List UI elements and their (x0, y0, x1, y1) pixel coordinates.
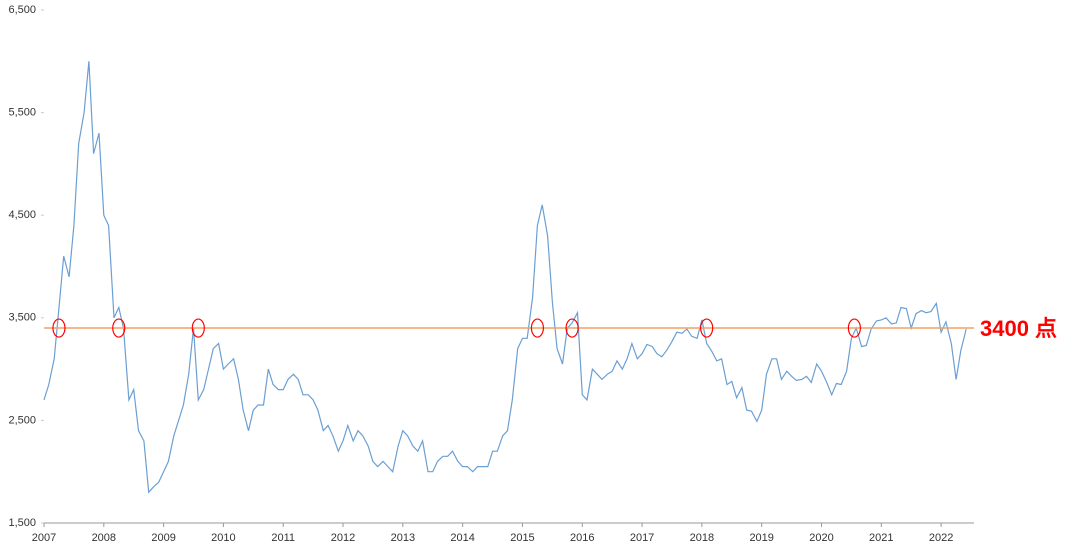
x-tick-label: 2017 (630, 532, 654, 544)
y-tick-label: 2,500 (8, 414, 36, 426)
x-tick-label: 2013 (391, 532, 415, 544)
y-tick-label: 5,500 (8, 107, 36, 119)
highlight-circle (52, 318, 66, 338)
y-tick-label: 6,500 (8, 4, 36, 16)
highlight-circle (112, 318, 126, 338)
x-tick-label: 2014 (450, 532, 474, 544)
highlight-circle (847, 318, 861, 338)
y-tick-label: 1,500 (8, 517, 36, 529)
y-tick-label: 4,500 (8, 209, 36, 221)
highlight-circle (530, 318, 545, 338)
reference-label: 3400 点 (980, 316, 1057, 341)
x-tick-label: 2012 (331, 532, 355, 544)
highlight-circle (565, 318, 579, 338)
x-tick-label: 2010 (211, 532, 235, 544)
x-tick-label: 2011 (271, 532, 295, 544)
x-tick-label: 2020 (809, 532, 833, 544)
x-tick-label: 2007 (32, 532, 56, 544)
x-tick-label: 2008 (92, 532, 116, 544)
x-tick-label: 2016 (570, 532, 594, 544)
index-line (43, 61, 967, 494)
x-tick-label: 2009 (151, 532, 175, 544)
highlight-circle (191, 318, 205, 338)
y-tick-label: 3,500 (8, 312, 36, 324)
x-tick-label: 2019 (749, 532, 773, 544)
x-tick-label: 2022 (929, 532, 953, 544)
x-tick-label: 2018 (690, 532, 714, 544)
x-tick-label: 2021 (869, 532, 893, 544)
x-tick-label: 2015 (510, 532, 534, 544)
highlight-circle (700, 318, 714, 338)
